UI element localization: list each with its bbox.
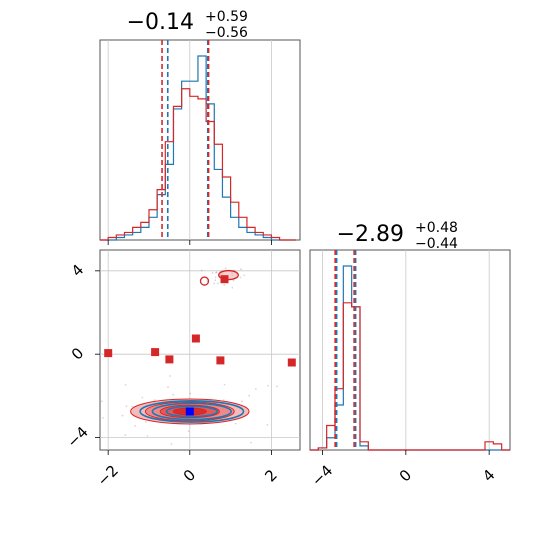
joint-blue-contour-0 [139, 400, 245, 423]
joint-scatter-point-30 [223, 383, 226, 386]
joint-scatter-point-21 [170, 443, 173, 445]
param-2-title-median: −2.89 [337, 222, 404, 247]
joint-xtick-label-2: 2 [261, 466, 280, 485]
joint-ytick-label-1: 0 [68, 344, 87, 363]
joint-scatter-point-53 [200, 269, 203, 272]
joint-upper-contour-1 [199, 276, 210, 286]
joint-scatter-point-6 [131, 405, 134, 408]
joint-scatter-point-50 [217, 282, 219, 285]
joint-scatter-point-38 [124, 384, 127, 386]
histogram-param-2-panel: −4 0 4 −2.89 +0.48 −0.44 [308, 220, 511, 490]
joint-scatter-point-56 [232, 279, 235, 282]
joint-scatter-point-0 [172, 393, 175, 396]
joint-scatter-point-59 [223, 284, 226, 286]
hist1-red-hist [100, 88, 296, 241]
param-1-title-lower: −0.56 [205, 25, 248, 41]
joint-scatter-point-25 [169, 375, 172, 377]
param-2-title-upper: +0.48 [415, 220, 458, 236]
joint-scatter-point-1 [167, 386, 169, 388]
joint-blue-contour-1 [151, 402, 232, 421]
joint-scatter-point-68 [243, 274, 245, 277]
histogram-param-1-grid [107, 40, 272, 240]
joint-scatter-point-12 [234, 422, 237, 425]
histogram-param-2-frame [309, 249, 511, 451]
joint-scatter-point-14 [254, 388, 257, 390]
joint-scatter-point-52 [214, 276, 217, 279]
hist2-red-hist [310, 302, 510, 451]
joint-red-marker-4 [216, 356, 225, 365]
joint-scatter-point-48 [231, 286, 234, 289]
joint-scatter-point-27 [241, 400, 244, 403]
joint-scatter-point-19 [121, 414, 124, 417]
joint-contours [130, 269, 250, 425]
joint-blue-contour-2 [165, 405, 218, 418]
hist1-blue-hist [100, 55, 296, 241]
joint-scatter-point-34 [144, 421, 147, 423]
joint-scatter-point-39 [266, 424, 269, 426]
joint-scatter-point-46 [206, 280, 209, 283]
histogram-param-2-ticks: −4 0 4 [308, 450, 499, 490]
joint-scatter-point-40 [267, 384, 269, 387]
joint-scatter-point-62 [239, 276, 242, 279]
joint-scatter-point-44 [189, 392, 192, 395]
joint-scatter-point-55 [240, 268, 243, 271]
joint-scatter-point-49 [214, 279, 217, 282]
histogram-param-2-quantile-lines [334, 250, 357, 450]
histogram-param-1-frame [99, 39, 301, 241]
joint-scatter-point-24 [100, 400, 103, 403]
histogram-param-1-quantile-lines [161, 40, 210, 240]
joint-markers [104, 275, 296, 416]
joint-xtick-label-1: 0 [180, 466, 199, 485]
param-1-title-median: −0.14 [127, 10, 194, 35]
joint-blue-marker [185, 407, 194, 416]
joint-scatter-point-15 [248, 394, 251, 397]
joint-red-marker-0 [104, 349, 113, 358]
joint-scatter-point-8 [146, 435, 149, 437]
joint-scatter-point-11 [222, 399, 225, 401]
joint-red-marker-1 [151, 348, 160, 357]
joint-scatter-point-13 [187, 430, 190, 432]
joint-scatter-point-17 [153, 399, 156, 402]
joint-scatter-point-43 [276, 385, 278, 388]
joint-ytick-label-2: 4 [68, 261, 87, 280]
joint-ytick-label-0: −4 [63, 423, 91, 451]
joint-scatter-point-58 [215, 271, 218, 274]
joint-scatter-point-32 [141, 396, 144, 399]
joint-scatter-point-20 [250, 441, 252, 444]
histogram-param-1-ticks [107, 240, 272, 245]
joint-red-marker-5 [287, 358, 296, 367]
param-2-title-lower: −0.44 [415, 236, 458, 252]
joint-red-marker-2 [165, 355, 174, 364]
histogram-param-1-panel: −0.14 +0.59 −0.56 [99, 9, 301, 245]
joint-red-marker-3 [191, 334, 200, 343]
joint-xtick-label-0: −2 [94, 461, 122, 489]
joint-scatter-point-31 [102, 417, 104, 419]
joint-distribution-panel: −2 0 2 −4 0 4 [63, 249, 301, 490]
joint-scatter-point-28 [124, 434, 127, 436]
joint-scatter-point-67 [211, 272, 214, 274]
joint-scatter-point-7 [125, 405, 128, 408]
joint-red-marker-6 [220, 275, 229, 284]
hist2-xtick-label-0: −4 [308, 461, 336, 489]
joint-scatter-point-69 [215, 272, 217, 274]
hist2-xtick-label-2: 4 [479, 466, 498, 485]
joint-scatter-point-66 [213, 282, 216, 285]
histogram-param-2-series [310, 265, 510, 451]
param-1-title-upper: +0.59 [205, 9, 248, 25]
joint-scatter-point-35 [134, 424, 137, 427]
histogram-param-2-grid [322, 250, 490, 450]
histogram-param-1-series [100, 55, 296, 241]
hist2-xtick-label-1: 0 [396, 466, 415, 485]
joint-scatter-point-65 [224, 267, 227, 270]
